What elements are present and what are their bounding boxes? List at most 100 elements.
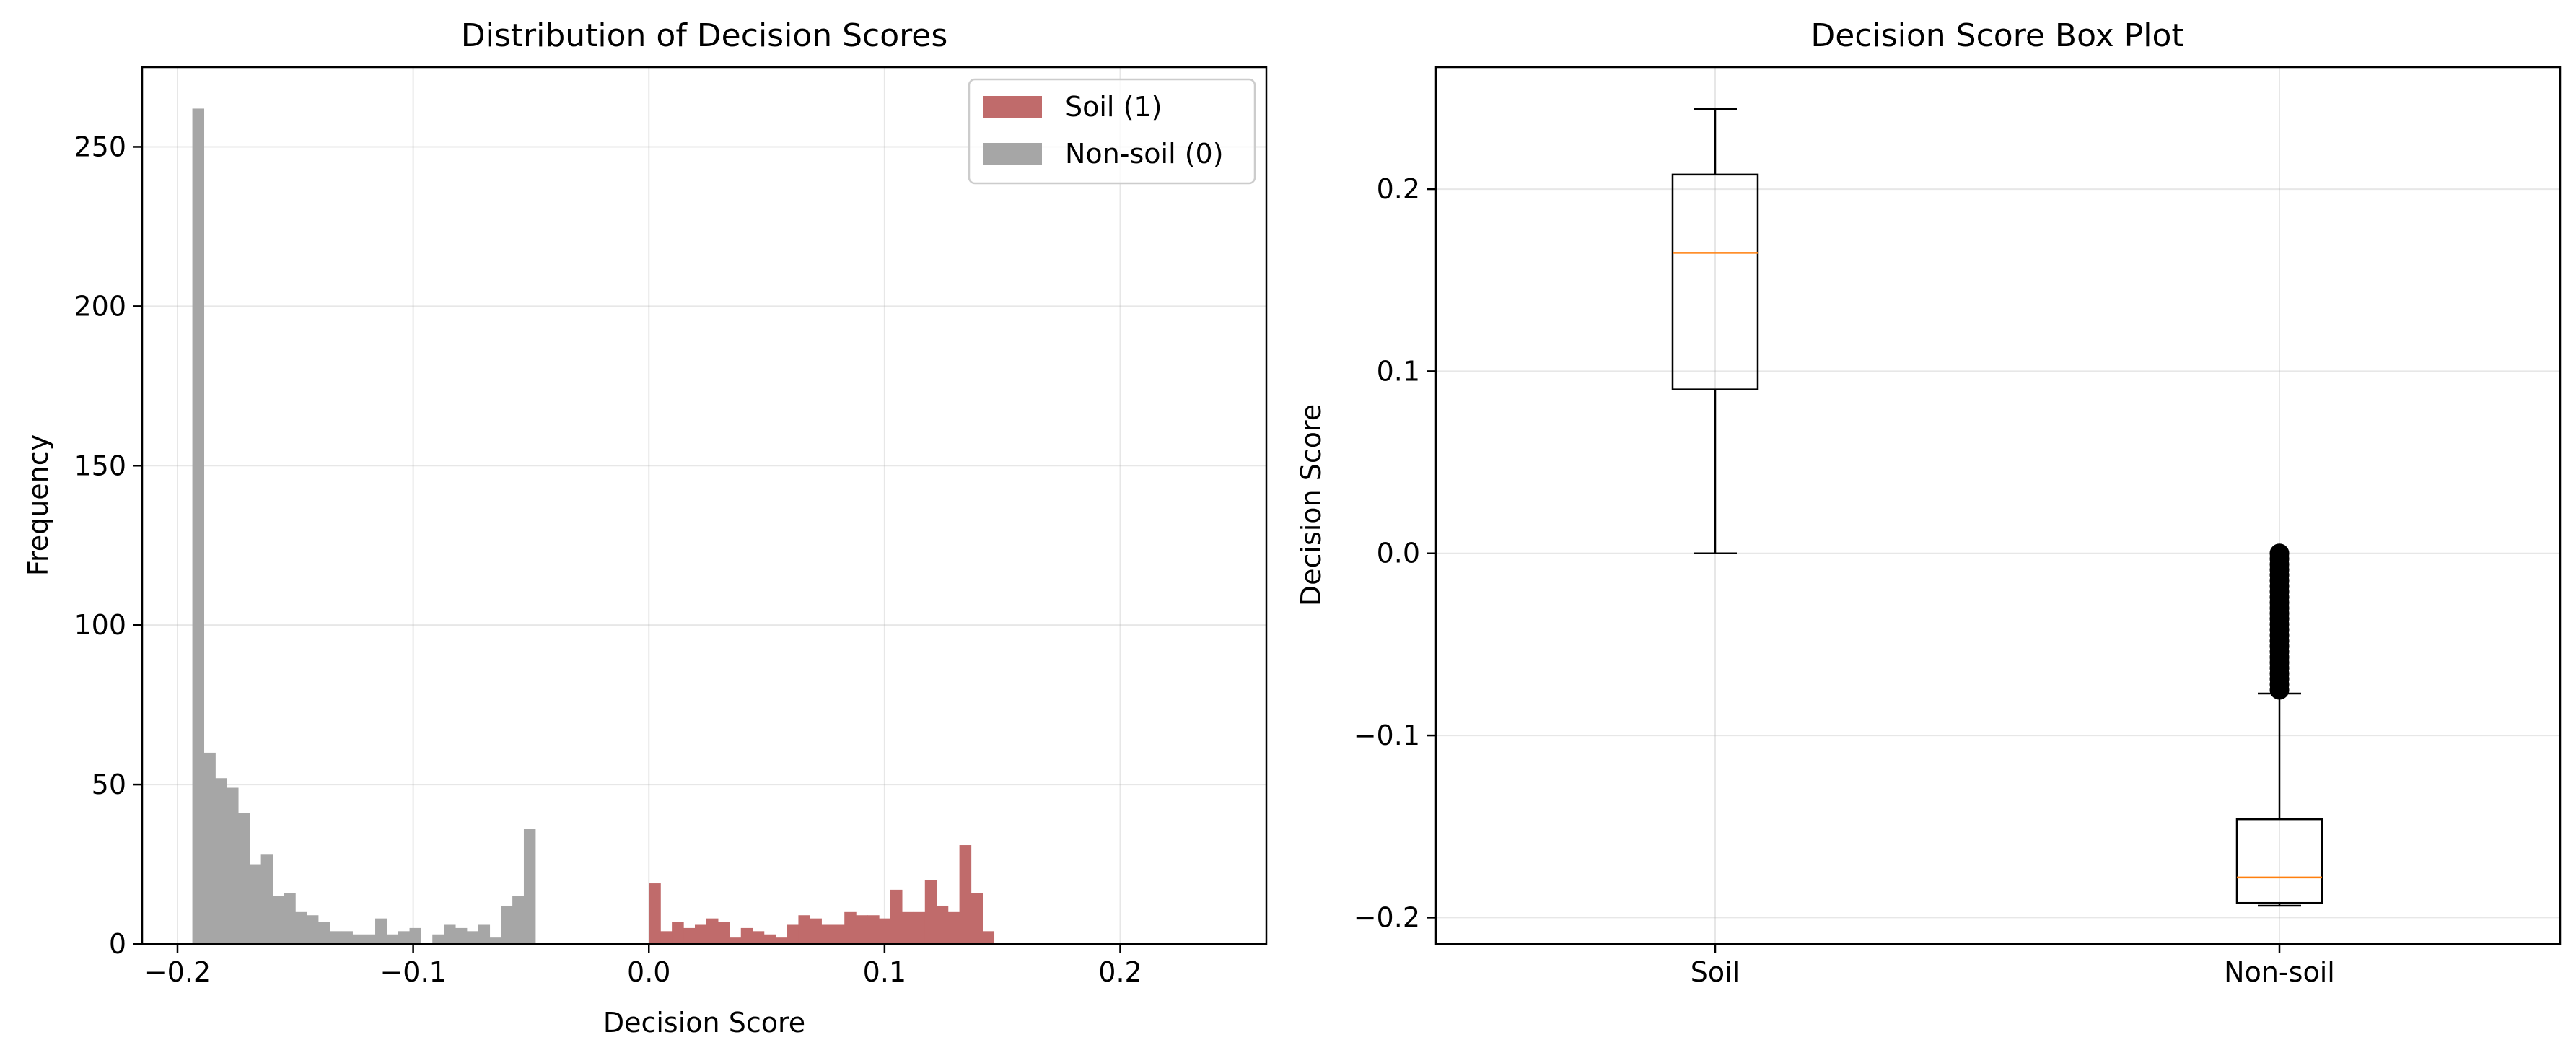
histogram-bar-non-soil-0-29 — [523, 829, 536, 944]
legend-label-soil: Soil (1) — [1065, 91, 1162, 123]
histogram-bar-non-soil-0-18 — [398, 931, 411, 944]
histogram-bar-non-soil-0-24 — [466, 931, 479, 944]
histogram-y-tick-label-2: 100 — [74, 609, 126, 641]
histogram-bar-soil-1-10 — [763, 934, 776, 944]
histogram-y-axis-label: Frequency — [22, 434, 54, 576]
histogram-y-tick-label-4: 200 — [74, 290, 126, 322]
histogram-y-tick-label-3: 150 — [74, 450, 126, 481]
boxplot-y-tick-label-1: −0.1 — [1354, 720, 1420, 751]
boxplot-y-axis-label: Decision Score — [1295, 404, 1327, 606]
histogram-bar-soil-1-27 — [959, 845, 972, 944]
histogram-bar-non-soil-0-19 — [409, 927, 421, 944]
boxplot-outlier-non-soil-25 — [2269, 543, 2290, 564]
histogram-bar-non-soil-0-14 — [352, 934, 364, 944]
histogram-bar-non-soil-0-22 — [444, 924, 456, 944]
histogram-bar-soil-1-11 — [775, 937, 788, 944]
histogram-bar-non-soil-0-9 — [295, 911, 307, 944]
histogram-x-tick-label-1: −0.1 — [380, 956, 446, 988]
histogram-bar-soil-1-13 — [798, 915, 810, 944]
histogram-bar-soil-1-20 — [879, 918, 891, 944]
boxplot-y-tick-label-4: 0.2 — [1377, 173, 1420, 205]
boxplot-title: Decision Score Box Plot — [1810, 17, 2183, 54]
histogram-bar-soil-1-17 — [844, 911, 857, 944]
histogram-x-ticks: −0.2 −0.1 0.0 0.1 0.2 — [144, 944, 1142, 988]
histogram-bar-non-soil-0-10 — [306, 915, 319, 944]
histogram-bar-non-soil-0-16 — [375, 918, 387, 944]
histogram-bar-non-soil-0-17 — [386, 934, 399, 944]
histogram-bar-soil-1-19 — [867, 915, 880, 944]
histogram-bar-non-soil-0-4 — [237, 813, 250, 944]
histogram-bar-non-soil-0-25 — [478, 924, 491, 944]
histogram-bar-soil-1-23 — [913, 911, 926, 944]
boxplot-x-tick-label-1: Non-soil — [2224, 956, 2335, 988]
histogram-bar-soil-1-24 — [924, 880, 937, 944]
histogram-bar-non-soil-0-27 — [501, 905, 513, 944]
histogram-bar-soil-1-5 — [706, 918, 719, 944]
histogram-bar-soil-1-14 — [810, 918, 822, 944]
histogram-axes-frame — [141, 66, 1268, 945]
histogram-bar-soil-1-29 — [982, 931, 995, 944]
boxplot-y-tick-label-2: 0.0 — [1377, 538, 1420, 569]
histogram-bar-non-soil-0-26 — [489, 937, 501, 944]
histogram-bars — [192, 108, 995, 944]
histogram-bar-non-soil-0-21 — [432, 934, 444, 944]
histogram-x-tick-label-0: −0.2 — [144, 956, 211, 988]
histogram-bar-non-soil-0-28 — [512, 896, 525, 944]
histogram-bar-soil-1-16 — [833, 924, 845, 944]
histogram-bar-non-soil-0-1 — [203, 752, 216, 944]
histogram-bar-non-soil-0-5 — [249, 864, 262, 944]
histogram-panel: Distribution of Decision Scores −0.2 −0.1… — [22, 17, 1268, 1039]
histogram-bar-soil-1-26 — [947, 911, 960, 944]
histogram-grid — [142, 67, 1266, 945]
histogram-bar-soil-1-21 — [890, 889, 903, 944]
boxplot-marks — [1671, 108, 2323, 907]
histogram-y-ticks: 0 50 100 150 200 250 — [74, 131, 142, 960]
histogram-bar-soil-1-6 — [717, 922, 730, 944]
histogram-bar-soil-1-4 — [695, 924, 707, 944]
boxplot-axes-frame — [1434, 66, 2562, 945]
histogram-bar-soil-1-2 — [672, 922, 684, 944]
histogram-legend: Soil (1) Non-soil (0) — [968, 78, 1256, 185]
histogram-title: Distribution of Decision Scores — [461, 17, 948, 54]
histogram-bar-soil-1-18 — [856, 915, 868, 944]
histogram-bar-non-soil-0-3 — [227, 787, 239, 944]
histogram-bar-soil-1-28 — [971, 893, 983, 944]
histogram-y-tick-label-0: 0 — [109, 928, 126, 960]
histogram-bar-soil-1-9 — [752, 931, 765, 944]
legend-swatch-soil — [983, 96, 1042, 118]
histogram-y-tick-label-5: 250 — [74, 131, 126, 162]
histogram-bar-soil-1-0 — [649, 883, 661, 944]
boxplot-grid — [1436, 67, 2560, 944]
histogram-bar-soil-1-25 — [936, 905, 949, 944]
legend-swatch-non-soil — [983, 143, 1042, 165]
histogram-bar-soil-1-1 — [660, 931, 673, 944]
histogram-bar-soil-1-3 — [683, 927, 696, 944]
histogram-y-tick-label-1: 50 — [92, 769, 126, 800]
histogram-bar-non-soil-0-23 — [455, 927, 468, 944]
boxplot-x-ticks: Soil Non-soil — [1691, 944, 2335, 988]
histogram-bar-soil-1-8 — [740, 927, 753, 944]
histogram-x-tick-label-2: 0.0 — [627, 956, 670, 988]
boxplot-y-ticks: −0.2 −0.1 0.0 0.1 0.2 — [1354, 173, 1436, 933]
histogram-bar-non-soil-0-13 — [341, 931, 353, 944]
histogram-bar-non-soil-0-7 — [272, 896, 284, 944]
histogram-bar-non-soil-0-12 — [329, 931, 342, 944]
histogram-bar-non-soil-0-0 — [192, 108, 205, 944]
histogram-bar-soil-1-22 — [901, 911, 914, 944]
boxplot-y-tick-label-0: −0.2 — [1354, 901, 1420, 933]
histogram-bar-soil-1-15 — [821, 924, 833, 944]
histogram-bar-non-soil-0-15 — [364, 934, 376, 944]
boxplot-y-tick-label-3: 0.1 — [1377, 355, 1420, 387]
histogram-bar-soil-1-12 — [787, 924, 799, 944]
legend-label-non-soil: Non-soil (0) — [1065, 138, 1224, 170]
boxplot-box-non-soil — [2235, 818, 2323, 904]
histogram-x-tick-label-3: 0.1 — [863, 956, 906, 988]
boxplot-box-group-soil — [1671, 108, 1759, 554]
histogram-x-axis-label: Decision Score — [603, 1007, 805, 1039]
histogram-bar-soil-1-7 — [729, 937, 742, 944]
boxplot-x-tick-label-0: Soil — [1691, 956, 1740, 988]
histogram-bar-non-soil-0-8 — [284, 893, 296, 944]
boxplot-panel: Decision Score Box Plot Soil Non-soil −0.… — [1295, 17, 2562, 988]
histogram-x-tick-label-4: 0.2 — [1098, 956, 1142, 988]
